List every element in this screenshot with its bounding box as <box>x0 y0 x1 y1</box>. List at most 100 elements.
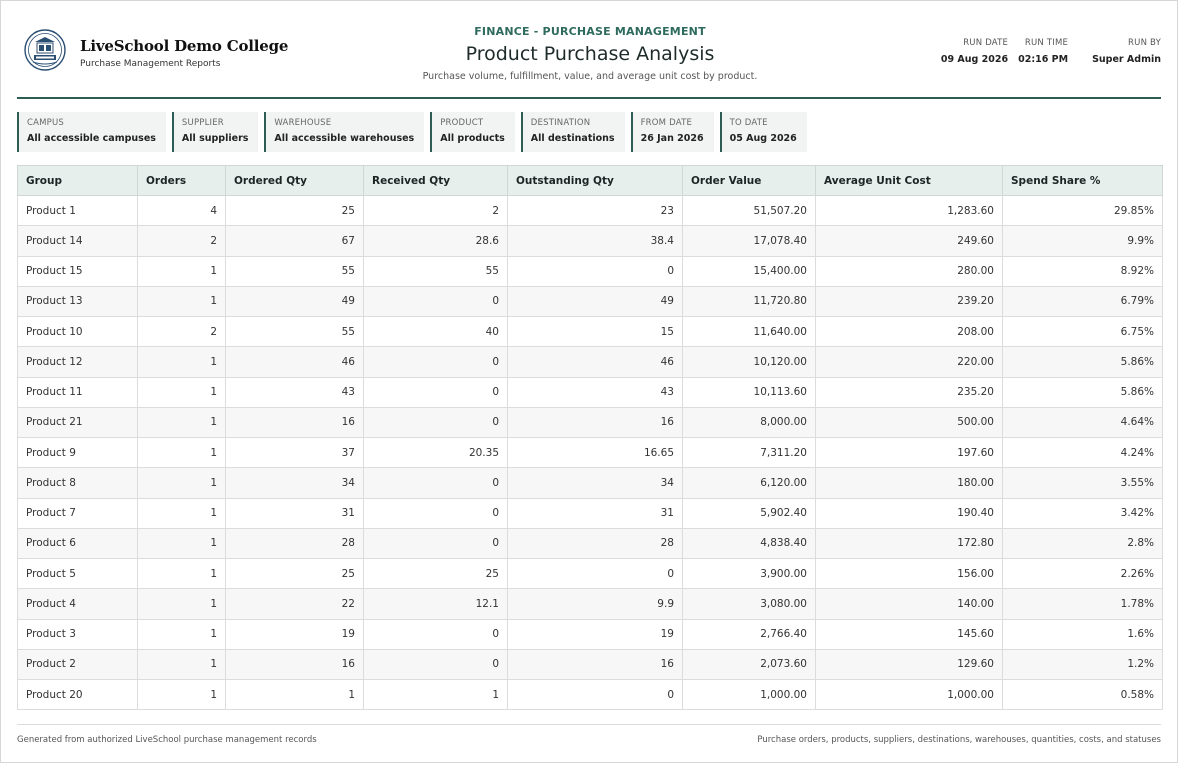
table-cell: 0 <box>363 285 508 318</box>
table-cell: Product 2 <box>17 648 138 681</box>
table-cell: 37 <box>225 436 364 469</box>
table-cell: 3,900.00 <box>682 557 816 590</box>
table-cell: 0 <box>363 648 508 681</box>
table-cell: 17,078.40 <box>682 225 816 257</box>
table-cell: Product 12 <box>17 346 138 378</box>
table-cell: 2 <box>137 225 226 257</box>
table-cell: Product 8 <box>17 467 138 499</box>
table-cell: 129.60 <box>815 648 1003 681</box>
report-heading: FINANCE - PURCHASE MANAGEMENT Product Pu… <box>317 25 863 82</box>
table-cell: 16 <box>225 406 364 439</box>
column-header: Group <box>17 165 138 196</box>
table-cell: 55 <box>225 255 364 287</box>
run-date-value: 09 Aug 2026 <box>940 54 1009 65</box>
table-header-row: Group Orders Ordered Qty Received Qty Outsta… <box>17 165 1163 196</box>
table-cell: 51,507.20 <box>682 194 816 227</box>
table-cell: 3.55% <box>1002 467 1163 499</box>
table-cell: Product 6 <box>17 527 138 560</box>
run-date-label: RUN DATE <box>963 38 1009 48</box>
table-cell: Product 9 <box>17 436 138 469</box>
table-row: Product 2 1 16 0 16 2,073.60 129.60 1.2% <box>17 648 1163 681</box>
table-cell: 25 <box>225 557 364 590</box>
column-header: Received Qty <box>363 165 508 196</box>
product-purchase-table: Group Orders Ordered Qty Received Qty Outsta… <box>17 165 1163 711</box>
table-row: Product 11 1 43 0 43 10,113.60 235.20 5.86% <box>17 376 1163 408</box>
table-cell: 20.35 <box>363 436 508 469</box>
table-cell: 46 <box>507 346 683 378</box>
filter-value: All accessible campuses <box>27 133 156 144</box>
table-cell: 28 <box>507 527 683 560</box>
college-crest-icon <box>24 29 66 71</box>
table-cell: 5,902.40 <box>682 497 816 529</box>
college-name: LiveSchool Demo College <box>80 37 289 55</box>
run-time: RUN TIME 02:16 PM <box>1018 38 1068 65</box>
table-cell: 1 <box>137 497 226 529</box>
column-header: Orders <box>137 165 226 196</box>
table-cell: 2,766.40 <box>682 618 816 650</box>
table-row: Product 4 1 22 12.1 9.9 3,080.00 140.00 1.78% <box>17 588 1163 620</box>
table-cell: 15 <box>507 315 683 348</box>
table-cell: 16.65 <box>507 436 683 469</box>
filter-label: FROM DATE <box>640 118 693 128</box>
table-cell: 1 <box>225 678 364 711</box>
table-cell: 38.4 <box>507 225 683 257</box>
table-cell: 28 <box>225 527 364 560</box>
table-cell: 190.40 <box>815 497 1003 529</box>
table-cell: 208.00 <box>815 315 1003 348</box>
filter-warehouse: WAREHOUSE All accessible warehouses <box>264 112 425 152</box>
table-cell: Product 3 <box>17 618 138 650</box>
table-cell: 280.00 <box>815 255 1003 287</box>
filter-supplier: SUPPLIER All suppliers <box>171 112 259 152</box>
table-cell: 1 <box>137 436 226 469</box>
table-cell: 6.75% <box>1002 315 1163 348</box>
filter-label: SUPPLIER <box>181 118 224 128</box>
table-cell: 40 <box>363 315 508 348</box>
filter-value: 26 Jan 2026 <box>640 133 704 144</box>
table-cell: 1.78% <box>1002 588 1163 620</box>
table-cell: Product 11 <box>17 376 138 408</box>
table-cell: 67 <box>225 225 364 257</box>
table-cell: 0 <box>363 618 508 650</box>
table-row: Product 9 1 37 20.35 16.65 7,311.20 197.60 4.24… <box>17 436 1163 469</box>
table-cell: 31 <box>507 497 683 529</box>
table-cell: Product 21 <box>17 406 138 439</box>
report-subtitle: Purchase volume, fulfillment, value, and… <box>422 71 758 82</box>
table-cell: Product 14 <box>17 225 138 257</box>
table-cell: 34 <box>225 467 364 499</box>
table-cell: 1 <box>137 285 226 318</box>
filter-label: WAREHOUSE <box>274 118 332 128</box>
table-cell: 5.86% <box>1002 346 1163 378</box>
table-cell: 19 <box>225 618 364 650</box>
table-cell: 3.42% <box>1002 497 1163 529</box>
table-cell: 6.79% <box>1002 285 1163 318</box>
table-cell: 1 <box>137 346 226 378</box>
table-cell: 145.60 <box>815 618 1003 650</box>
column-header: Outstanding Qty <box>507 165 683 196</box>
table-cell: Product 4 <box>17 588 138 620</box>
table-body: Product 1 4 25 2 23 51,507.20 1,283.60 29.85% Pr… <box>17 194 1163 711</box>
table-row: Product 1 4 25 2 23 51,507.20 1,283.60 29.85% <box>17 194 1163 227</box>
table-row: Product 15 1 55 55 0 15,400.00 280.00 8.92% <box>17 255 1163 287</box>
table-cell: 0 <box>507 255 683 287</box>
table-cell: 1 <box>363 678 508 711</box>
table-cell: 249.60 <box>815 225 1003 257</box>
table-cell: 2 <box>363 194 508 227</box>
table-row: Product 21 1 16 0 16 8,000.00 500.00 4.64% <box>17 406 1163 439</box>
table-cell: 10,120.00 <box>682 346 816 378</box>
table-cell: 1 <box>137 618 226 650</box>
run-info: RUN DATE 09 Aug 2026 RUN TIME 02:16 PM R… <box>931 38 1161 65</box>
table-cell: Product 5 <box>17 557 138 590</box>
table-cell: 9.9 <box>507 588 683 620</box>
table-cell: 8.92% <box>1002 255 1163 287</box>
column-header: Ordered Qty <box>225 165 364 196</box>
filter-label: DESTINATION <box>530 118 591 128</box>
filter-value: All destinations <box>530 133 615 144</box>
filter-label: TO DATE <box>729 118 768 128</box>
table-row: Product 20 1 1 1 0 1,000.00 1,000.00 0.58% <box>17 678 1163 711</box>
report-title: Product Purchase Analysis <box>465 43 715 65</box>
table-cell: 1,000.00 <box>815 678 1003 711</box>
column-header: Spend Share % <box>1002 165 1163 196</box>
brand: LiveSchool Demo College Purchase Managem… <box>24 29 288 71</box>
footer-source-note: Generated from authorized LiveSchool pur… <box>17 735 317 745</box>
filter-value: All accessible warehouses <box>274 133 415 144</box>
